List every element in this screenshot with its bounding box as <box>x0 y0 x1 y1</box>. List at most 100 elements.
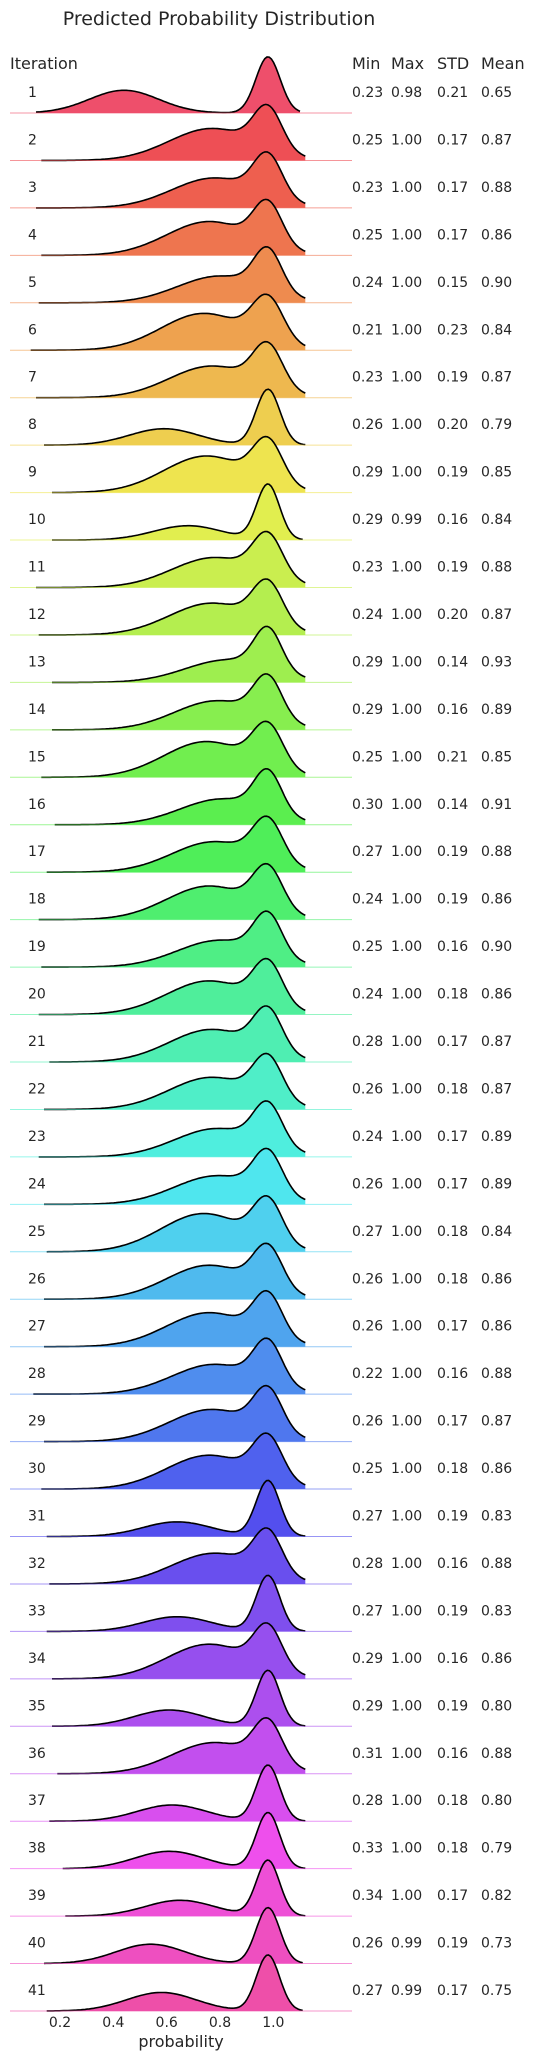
iteration-label: 36 <box>28 1746 46 1762</box>
ridge-area <box>38 579 306 635</box>
stat-min-value: 0.26 <box>352 1414 383 1430</box>
stat-mean-value: 0.86 <box>481 1461 512 1477</box>
stat-mean-value: 0.89 <box>481 1129 512 1145</box>
stat-mean-value: 0.86 <box>481 987 512 1003</box>
stat-min-value: 0.25 <box>352 132 383 148</box>
stat-max-value: 1.00 <box>391 560 422 576</box>
stat-max-value: 0.99 <box>391 512 422 528</box>
stat-max-value: 1.00 <box>391 1319 422 1335</box>
stat-min-value: 0.23 <box>352 85 383 101</box>
stat-std-value: 0.19 <box>437 560 468 576</box>
stat-max-value: 1.00 <box>391 1556 422 1572</box>
ridge-area <box>44 1290 306 1347</box>
stat-mean-value: 0.87 <box>481 1034 512 1050</box>
ridge-line <box>65 1859 306 1917</box>
stat-std-value: 0.19 <box>437 1509 468 1525</box>
stat-mean-value: 0.88 <box>481 180 512 196</box>
ridge-area <box>44 1053 306 1110</box>
stat-max-value: 0.98 <box>391 85 422 101</box>
iteration-label: 4 <box>28 227 37 243</box>
stat-max-value: 1.00 <box>391 1034 422 1050</box>
stat-max-value: 1.00 <box>391 892 422 908</box>
ridge-line <box>44 1289 306 1348</box>
stat-mean-value: 0.84 <box>481 512 512 528</box>
stat-min-value: 0.31 <box>352 1746 383 1762</box>
iteration-label: 20 <box>28 987 46 1003</box>
ridge-area <box>52 1670 306 1727</box>
ridges: 1 0.23 0.98 0.21 0.65 2 0.25 1.00 0.17 0.87 3 0.23 1… <box>10 56 512 2012</box>
stat-std-value: 0.16 <box>437 1651 468 1667</box>
ridge-line <box>49 1005 306 1063</box>
stat-std-value: 0.17 <box>437 1176 468 1192</box>
stat-std-value: 0.19 <box>437 370 468 386</box>
stat-mean-value: 0.80 <box>481 1698 512 1714</box>
iteration-label: 30 <box>28 1461 46 1477</box>
ridge-line <box>52 1622 306 1680</box>
stat-std-value: 0.16 <box>437 512 468 528</box>
stat-mean-value: 0.79 <box>481 417 512 433</box>
stat-mean-value: 0.93 <box>481 654 512 670</box>
stat-mean-value: 0.88 <box>481 1366 512 1382</box>
stat-std-value: 0.18 <box>437 1224 468 1240</box>
ridge-area <box>46 1195 306 1252</box>
stat-min-value: 0.26 <box>352 417 383 433</box>
ridge-area <box>52 673 306 730</box>
stat-std-value: 0.20 <box>437 417 468 433</box>
stat-max-value: 1.00 <box>391 1081 422 1097</box>
iteration-label: 6 <box>28 322 37 338</box>
stat-mean-value: 0.65 <box>481 85 512 101</box>
stat-max-value: 1.00 <box>391 132 422 148</box>
stat-mean-value: 0.86 <box>481 1271 512 1287</box>
ridge-area <box>52 626 306 683</box>
ridge-area <box>38 863 306 920</box>
stat-max-value: 1.00 <box>391 1698 422 1714</box>
stat-std-value: 0.18 <box>437 1841 468 1857</box>
iteration-label: 10 <box>28 512 46 528</box>
stat-std-value: 0.15 <box>437 275 468 291</box>
iteration-label: 25 <box>28 1224 46 1240</box>
stat-max-value: 1.00 <box>391 749 422 765</box>
stat-min-value: 0.24 <box>352 892 383 908</box>
stat-max-value: 1.00 <box>391 654 422 670</box>
stat-mean-value: 0.88 <box>481 1556 512 1572</box>
iteration-label: 19 <box>28 939 46 955</box>
iteration-label: 39 <box>28 1888 46 1904</box>
iteration-label: 41 <box>28 1983 46 1999</box>
stat-std-value: 0.21 <box>437 85 468 101</box>
stat-std-value: 0.18 <box>437 1461 468 1477</box>
stat-mean-value: 0.86 <box>481 1651 512 1667</box>
stat-min-value: 0.23 <box>352 180 383 196</box>
stat-mean-value: 0.75 <box>481 1983 512 1999</box>
iteration-label: 32 <box>28 1556 46 1572</box>
iteration-label: 24 <box>28 1176 46 1192</box>
stat-min-value: 0.26 <box>352 1319 383 1335</box>
iteration-label: 38 <box>28 1841 46 1857</box>
stat-min-value: 0.24 <box>352 1129 383 1145</box>
stat-min-value: 0.33 <box>352 1841 383 1857</box>
stat-mean-value: 0.87 <box>481 1414 512 1430</box>
stat-min-value: 0.24 <box>352 607 383 623</box>
iteration-label: 18 <box>28 892 46 908</box>
stat-std-value: 0.17 <box>437 1414 468 1430</box>
ridge-area <box>44 389 306 446</box>
stat-mean-value: 0.89 <box>481 1176 512 1192</box>
ridge-area <box>36 151 306 208</box>
stat-min-value: 0.29 <box>352 702 383 718</box>
x-tick-label: 1.0 <box>262 2015 284 2031</box>
stat-max-value: 1.00 <box>391 1603 422 1619</box>
stat-max-value: 1.00 <box>391 702 422 718</box>
ridge-area <box>38 246 306 303</box>
ridge-area <box>44 1385 306 1442</box>
iteration-label: 13 <box>28 654 46 670</box>
stat-max-value: 1.00 <box>391 1746 422 1762</box>
iteration-label: 22 <box>28 1081 46 1097</box>
iteration-label: 26 <box>28 1271 46 1287</box>
iteration-label: 14 <box>28 702 46 718</box>
stat-mean-value: 0.87 <box>481 370 512 386</box>
stat-max-value: 1.00 <box>391 607 422 623</box>
stat-std-value: 0.16 <box>437 1556 468 1572</box>
stat-std-value: 0.16 <box>437 1746 468 1762</box>
stat-min-value: 0.25 <box>352 939 383 955</box>
ridge-area <box>52 484 303 541</box>
